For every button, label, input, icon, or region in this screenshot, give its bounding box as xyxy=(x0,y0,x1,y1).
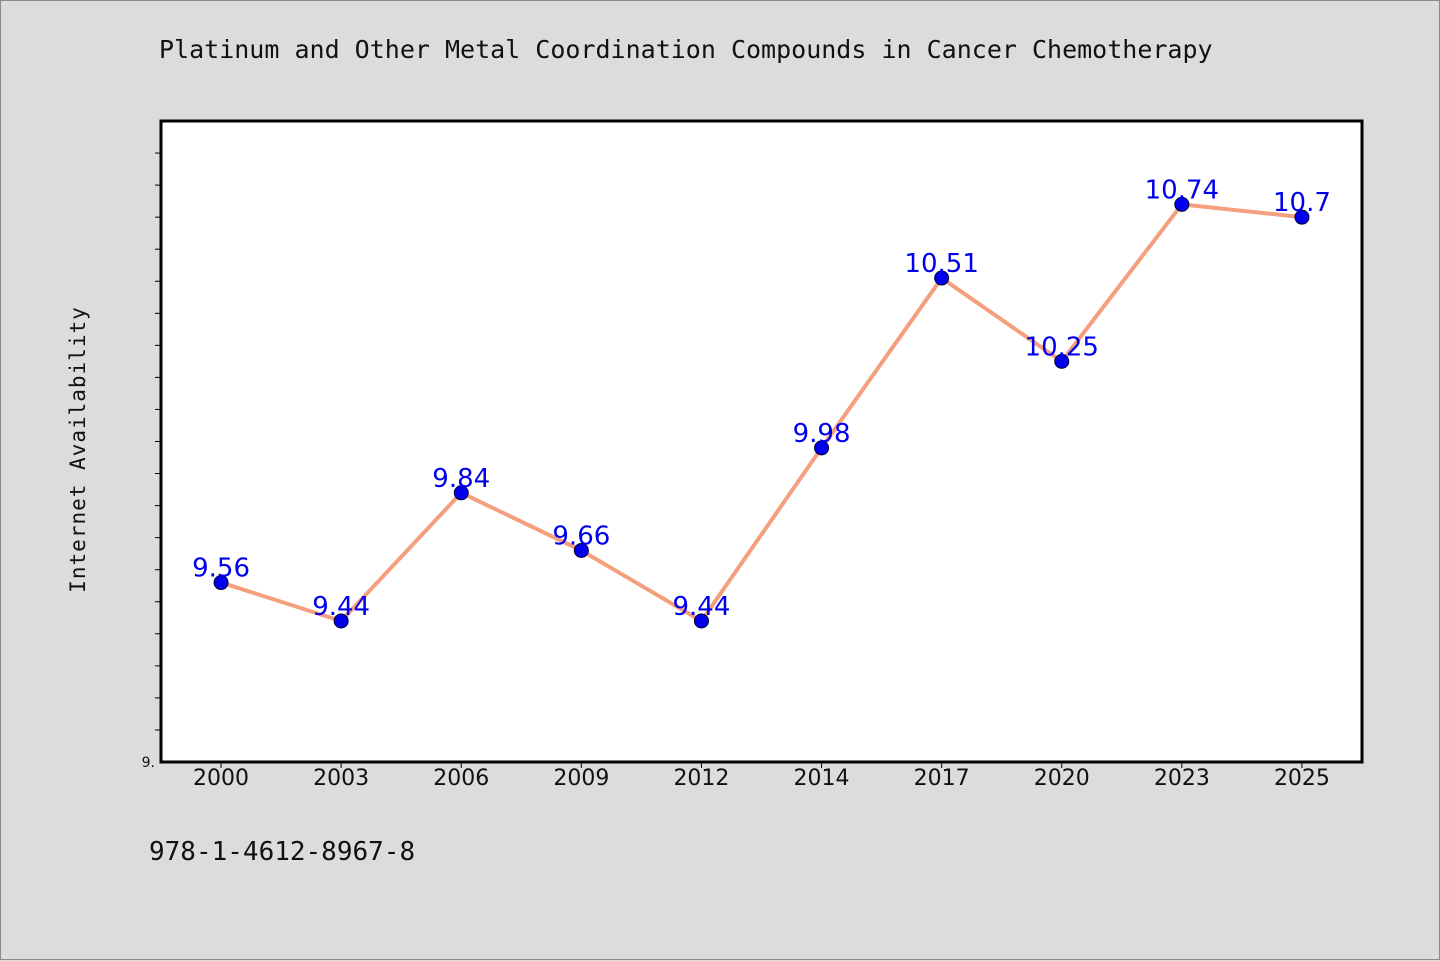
data-point xyxy=(934,270,950,286)
x-tick-label: 2009 xyxy=(553,766,609,791)
x-tick-label: 2025 xyxy=(1274,766,1330,791)
data-point xyxy=(1054,353,1070,369)
data-point xyxy=(213,575,229,591)
data-point xyxy=(453,485,469,501)
data-label: 9.44 xyxy=(312,592,370,622)
data-label: 9.66 xyxy=(552,521,610,551)
x-tick-label: 2003 xyxy=(313,766,369,791)
data-label: 10.74 xyxy=(1145,175,1219,205)
data-label: 9.98 xyxy=(793,419,851,449)
x-tick-label: 2012 xyxy=(673,766,729,791)
x-tick-label: 2014 xyxy=(794,766,850,791)
data-label: 9.56 xyxy=(192,554,250,584)
x-tick-label: 2023 xyxy=(1154,766,1210,791)
data-label: 10.51 xyxy=(904,249,978,279)
data-point xyxy=(1174,196,1190,212)
chart-title: Platinum and Other Metal Coordination Co… xyxy=(159,35,1213,64)
y-tick-label: 9. xyxy=(142,755,155,771)
series-line xyxy=(220,202,1303,623)
y-axis-label: Internet Availability xyxy=(66,306,90,593)
footer-isbn: 978-1-4612-8967-8 xyxy=(149,837,416,867)
x-tick-label: 2000 xyxy=(193,766,249,791)
data-label: 10.7 xyxy=(1273,188,1331,218)
data-label: 9.84 xyxy=(432,464,490,494)
x-tick-label: 2006 xyxy=(433,766,489,791)
data-point xyxy=(333,613,349,629)
data-point xyxy=(573,542,589,558)
data-label: 9.44 xyxy=(673,592,731,622)
data-point xyxy=(1294,209,1310,225)
data-label: 10.25 xyxy=(1025,332,1099,362)
x-tick-label: 2020 xyxy=(1034,766,1090,791)
plot-area xyxy=(159,119,1364,764)
data-point xyxy=(814,440,830,456)
data-point xyxy=(693,613,709,629)
x-tick-label: 2017 xyxy=(914,766,970,791)
